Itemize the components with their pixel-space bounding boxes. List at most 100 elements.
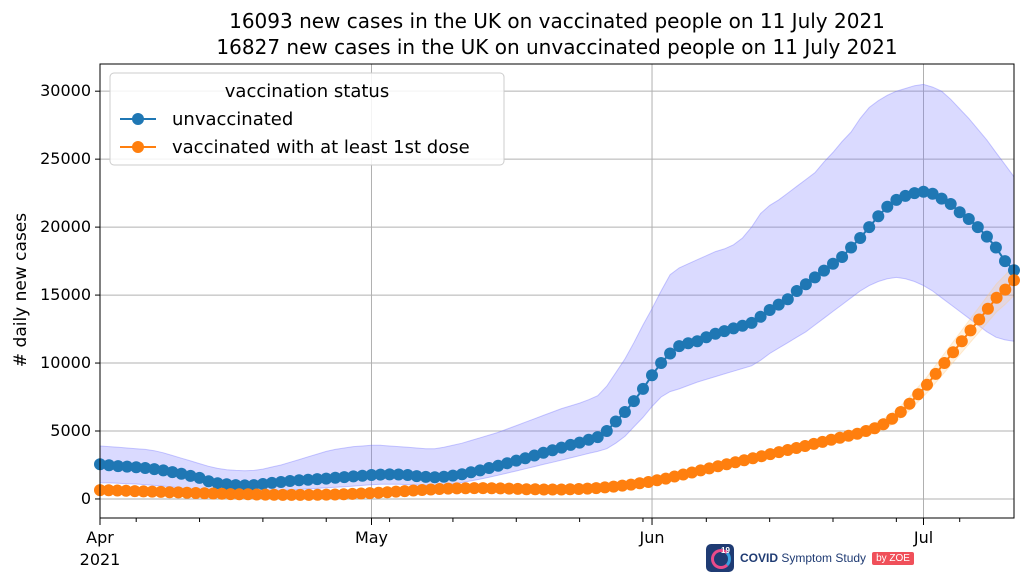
logo-by-zoe: by ZOE [872, 551, 914, 565]
point-vaccinated [964, 324, 977, 337]
point-unvaccinated [166, 466, 179, 479]
point-vaccinated [450, 482, 463, 495]
point-unvaccinated [256, 478, 269, 490]
point-vaccinated [921, 378, 933, 391]
point-unvaccinated [555, 441, 568, 454]
point-vaccinated [537, 483, 550, 496]
point-unvaccinated [130, 461, 143, 474]
point-vaccinated [189, 487, 202, 499]
y-ticks: 0 5000 10000 15000 20000 25000 30000 [40, 81, 100, 508]
line-vaccinated [99, 279, 1015, 496]
point-vaccinated [955, 335, 968, 348]
point-unvaccinated [184, 469, 197, 482]
point-unvaccinated [600, 425, 613, 437]
point-vaccinated [546, 483, 559, 496]
point-vaccinated [929, 367, 942, 380]
y-axis-label: # daily new cases [11, 213, 31, 367]
point-vaccinated [276, 488, 289, 501]
point-vaccinated [128, 485, 141, 498]
point-vaccinated [581, 482, 594, 495]
point-unvaccinated [691, 335, 704, 348]
point-unvaccinated [763, 304, 776, 316]
point-unvaccinated [637, 382, 649, 395]
plot-frame [99, 63, 1015, 519]
point-unvaccinated [836, 251, 849, 263]
point-vaccinated [111, 484, 124, 497]
point-unvaccinated [175, 467, 188, 480]
point-unvaccinated [999, 255, 1011, 268]
point-vaccinated [894, 406, 907, 418]
point-unvaccinated [519, 452, 532, 465]
point-vaccinated [320, 488, 333, 501]
point-unvaccinated [139, 462, 152, 474]
point-unvaccinated [483, 462, 496, 474]
point-unvaccinated [275, 476, 287, 488]
point-unvaccinated [437, 470, 450, 483]
point-unvaccinated [582, 433, 595, 446]
point-vaccinated [302, 488, 315, 501]
point-unvaccinated [465, 466, 477, 479]
point-vaccinated [598, 481, 611, 494]
point-vaccinated [485, 482, 498, 495]
y-tick-label: 20000 [40, 217, 91, 236]
point-unvaccinated [528, 449, 541, 462]
point-vaccinated [886, 412, 899, 425]
point-vaccinated [198, 487, 211, 500]
point-unvaccinated [872, 210, 885, 223]
point-unvaccinated [537, 446, 550, 459]
point-vaccinated [363, 487, 376, 500]
point-unvaccinated [917, 185, 930, 198]
legend-box [109, 72, 505, 166]
point-unvaccinated [890, 193, 903, 206]
point-unvaccinated [673, 340, 686, 353]
legend: vaccination status unvaccinated vaccinat… [109, 72, 505, 166]
point-unvaccinated [935, 192, 948, 205]
point-unvaccinated [492, 459, 505, 472]
point-unvaccinated [311, 473, 324, 486]
point-unvaccinated [474, 464, 487, 477]
point-vaccinated [607, 480, 620, 493]
point-unvaccinated [971, 221, 984, 234]
legend-title: vaccination status [225, 81, 389, 102]
point-unvaccinated [863, 221, 876, 234]
point-vaccinated [529, 483, 542, 496]
point-unvaccinated [799, 278, 812, 291]
point-unvaccinated [456, 468, 468, 481]
y-tick-label: 30000 [40, 81, 91, 100]
series-points [94, 185, 1020, 501]
point-vaccinated [233, 488, 246, 501]
point-vaccinated [207, 487, 220, 500]
point-unvaccinated [736, 319, 749, 332]
point-vaccinated [947, 346, 960, 359]
legend-label-unvaccinated: unvaccinated [172, 109, 293, 130]
point-unvaccinated [428, 471, 441, 484]
point-unvaccinated [718, 325, 731, 338]
point-unvaccinated [211, 477, 224, 490]
point-unvaccinated [320, 472, 333, 485]
point-unvaccinated [944, 198, 957, 210]
point-unvaccinated [121, 460, 134, 473]
point-unvaccinated [383, 468, 396, 481]
point-unvaccinated [347, 470, 360, 483]
point-vaccinated [337, 488, 350, 501]
point-unvaccinated [374, 468, 387, 481]
point-vaccinated [442, 482, 455, 495]
point-unvaccinated [265, 476, 278, 489]
y-tick-label: 0 [81, 489, 91, 508]
point-unvaccinated [446, 469, 459, 482]
covid-symptom-study-logo: 19 COVID Symptom Study by ZOE [706, 544, 914, 572]
point-vaccinated [154, 485, 167, 498]
chart-title: 16093 new cases in the UK on vaccinated … [229, 9, 885, 33]
point-unvaccinated [609, 415, 622, 428]
point-unvaccinated [962, 213, 975, 225]
point-unvaccinated [827, 257, 839, 270]
point-vaccinated [137, 485, 150, 498]
point-unvaccinated [103, 459, 115, 472]
chart-subtitle: 16827 new cases in the UK on unvaccinate… [216, 35, 897, 59]
point-vaccinated [381, 486, 394, 499]
x-tick-label: May [355, 528, 388, 547]
point-vaccinated [407, 484, 420, 497]
point-vaccinated [477, 482, 489, 495]
point-unvaccinated [627, 395, 640, 408]
point-vaccinated [494, 482, 507, 495]
